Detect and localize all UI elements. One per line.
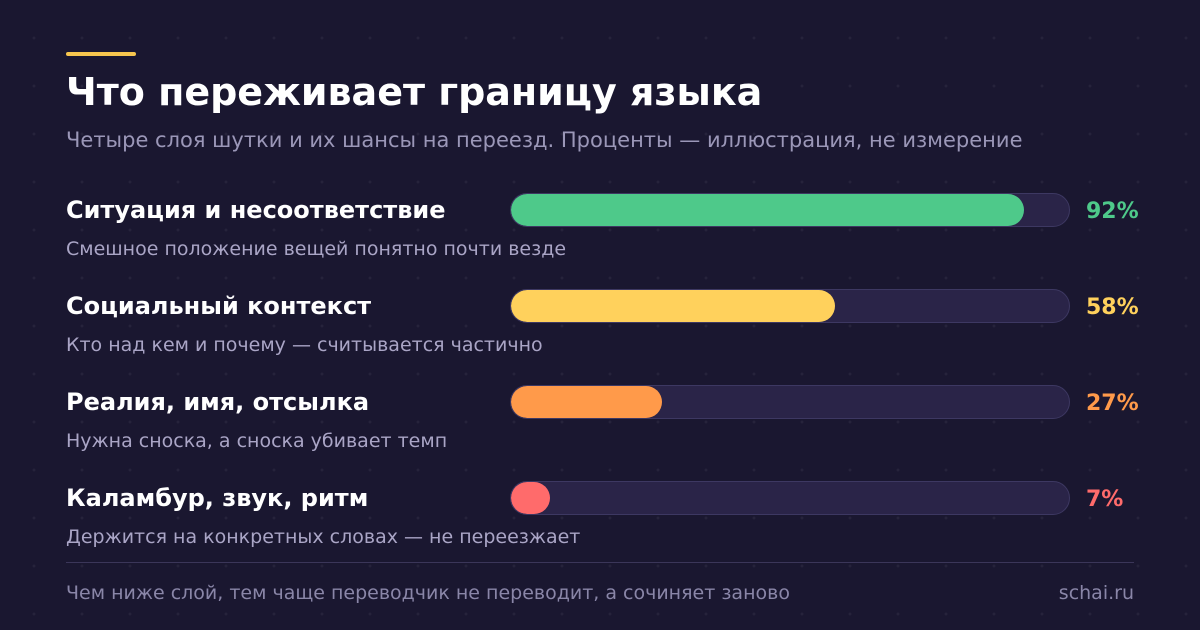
value-label: 92%	[1086, 199, 1139, 224]
bar	[511, 194, 1025, 226]
value-label: 58%	[1086, 295, 1139, 320]
category-label: Каламбур, звук, ритм	[66, 484, 369, 512]
bar-track	[510, 481, 1070, 515]
category-description: Смешное положение вещей понятно почти ве…	[66, 238, 567, 260]
category-label: Реалия, имя, отсылка	[66, 388, 370, 416]
bar-track	[510, 385, 1070, 419]
bar-row: Каламбур, звук, ритм Держится на конкрет…	[0, 481, 1200, 574]
value-label: 7%	[1086, 487, 1124, 512]
value-label: 27%	[1086, 391, 1139, 416]
bar-track	[510, 289, 1070, 323]
bar-row: Ситуация и несоответствие Смешное положе…	[0, 193, 1200, 286]
category-label: Социальный контекст	[66, 292, 372, 320]
bar-row: Социальный контекст Кто над кем и почему…	[0, 289, 1200, 382]
bar-row: Реалия, имя, отсылка Нужна сноска, а сно…	[0, 385, 1200, 478]
category-description: Держится на конкретных словах — не перее…	[66, 526, 581, 548]
bar	[511, 482, 551, 514]
footer-note: Чем ниже слой, тем чаще переводчик не пе…	[66, 582, 790, 604]
footer-divider	[66, 562, 1134, 563]
chart-title: Что переживает границу языка	[66, 70, 763, 114]
chart-subtitle: Четыре слоя шутки и их шансы на переезд.…	[66, 128, 1023, 152]
category-description: Нужна сноска, а сноска убивает темп	[66, 430, 448, 452]
accent-bar	[66, 52, 136, 56]
bar	[511, 290, 835, 322]
bar	[511, 386, 662, 418]
footer-site: schai.ru	[1058, 582, 1134, 604]
category-description: Кто над кем и почему — считывается части…	[66, 334, 543, 356]
bar-track	[510, 193, 1070, 227]
category-label: Ситуация и несоответствие	[66, 196, 446, 224]
